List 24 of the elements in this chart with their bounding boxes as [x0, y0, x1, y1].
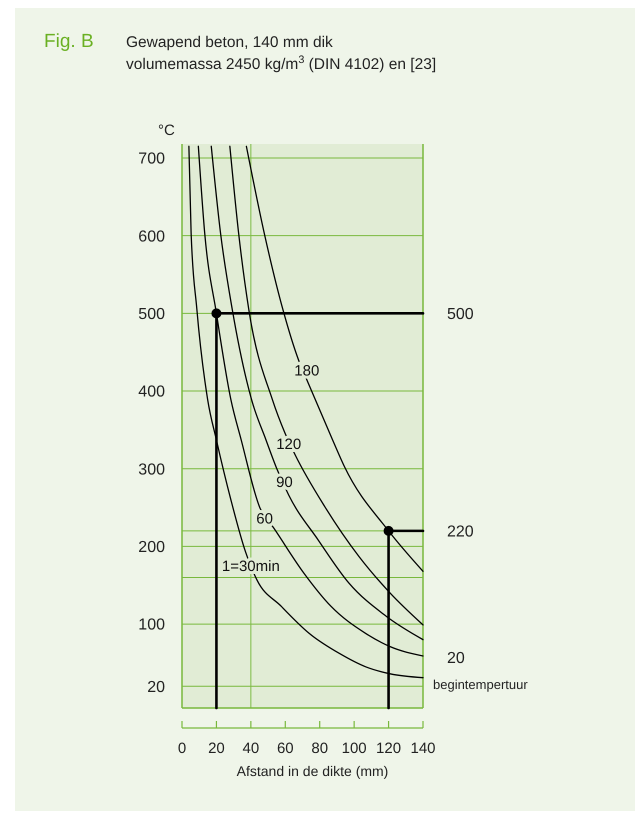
chart-title: Fig. B [44, 31, 94, 52]
text: 20 [447, 650, 465, 667]
y-tick-label: 300 [138, 461, 166, 478]
y-tick-label: 500 [138, 306, 166, 323]
x-tick-label: 100 [342, 740, 367, 757]
x-axis-title: Afstand in de dikte (mm) [236, 763, 388, 779]
x-tick-label: 60 [276, 740, 294, 757]
text: begintempertuur [433, 677, 528, 692]
y-tick-label: 700 [138, 150, 166, 168]
y-tick-label: 20 [147, 678, 166, 696]
series-label: 500 [447, 306, 474, 323]
series-label: 220 [447, 523, 474, 540]
x-tick-label: 0 [178, 740, 186, 757]
x-tick-label: 40 [242, 740, 260, 757]
x-tick-label: 80 [311, 740, 328, 757]
x-tick-label: 140 [410, 740, 436, 757]
y-tick-label: 100 [138, 616, 166, 634]
y-tick-label: 200 [138, 539, 166, 556]
chart-subtitle: Gewapend beton, 140 mm dik volumemassa 2450 kg/m$^{3}$ (DIN 4102) en [23] [126, 34, 436, 73]
y-tick-label: 400 [138, 384, 166, 401]
x-tick-label: 120 [376, 740, 402, 757]
y-axis-title: °C [158, 122, 175, 139]
y-tick-label: 600 [138, 228, 166, 246]
x-tick-label: 20 [208, 740, 225, 757]
